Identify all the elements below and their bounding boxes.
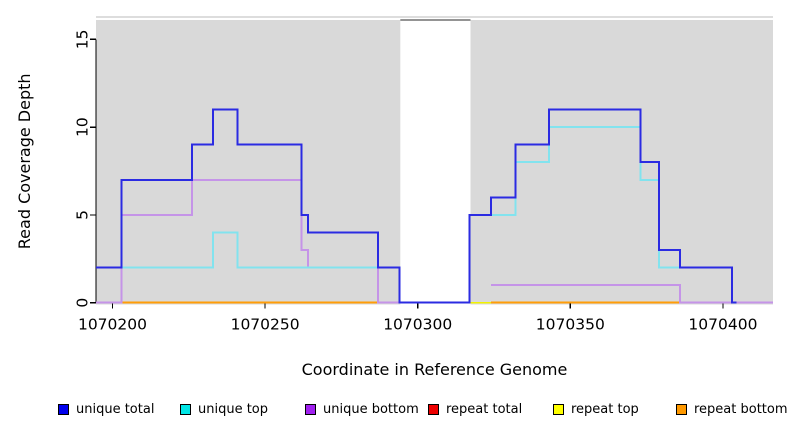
legend-label-repeat-bottom: repeat bottom [694,401,788,417]
legend-item-unique-top: unique top [180,398,268,420]
series-unique-total [96,108,737,304]
series-unique-bottom [491,284,773,304]
y-axis-title: Read Coverage Depth [15,73,34,249]
legend-item-repeat-bottom: repeat bottom [676,398,788,420]
y-tick-label: 10 [74,117,92,137]
legend-label-unique-bottom: unique bottom [323,401,419,417]
legend-swatch-repeat-bottom [676,403,687,415]
legend-swatch-unique-top [180,403,191,415]
plot-background-block [96,20,401,305]
y-tick-label: 15 [74,29,92,49]
x-tick-label: 1070300 [383,316,452,334]
y-tick-label: 0 [74,298,92,308]
legend-label-unique-top: unique top [198,401,269,417]
legend-label-repeat-top: repeat top [571,401,639,417]
x-tick-label: 1070250 [231,316,300,334]
x-tick-label: 1070200 [78,316,147,334]
legend: unique total unique top unique bottom re… [0,398,792,424]
y-tick-label: 5 [74,210,92,220]
plot-svg: 0 5 10 15 1070200 1070250 1070300 1070350 107040… [15,16,773,379]
legend-item-unique-total: unique total [58,398,154,420]
legend-item-repeat-total: repeat total [428,398,522,420]
legend-swatch-repeat-total [428,403,439,415]
legend-swatch-repeat-top [553,403,564,415]
legend-swatch-unique-bottom [305,403,316,415]
legend-item-repeat-top: repeat top [553,398,639,420]
legend-label-repeat-total: repeat total [446,401,523,417]
x-axis-title: Coordinate in Reference Genome [302,360,568,379]
legend-label-unique-total: unique total [76,401,155,417]
x-tick-label: 1070350 [536,316,605,334]
x-tick-label: 1070400 [688,316,757,334]
legend-swatch-unique-total [58,403,69,415]
legend-item-unique-bottom: unique bottom [305,398,419,420]
